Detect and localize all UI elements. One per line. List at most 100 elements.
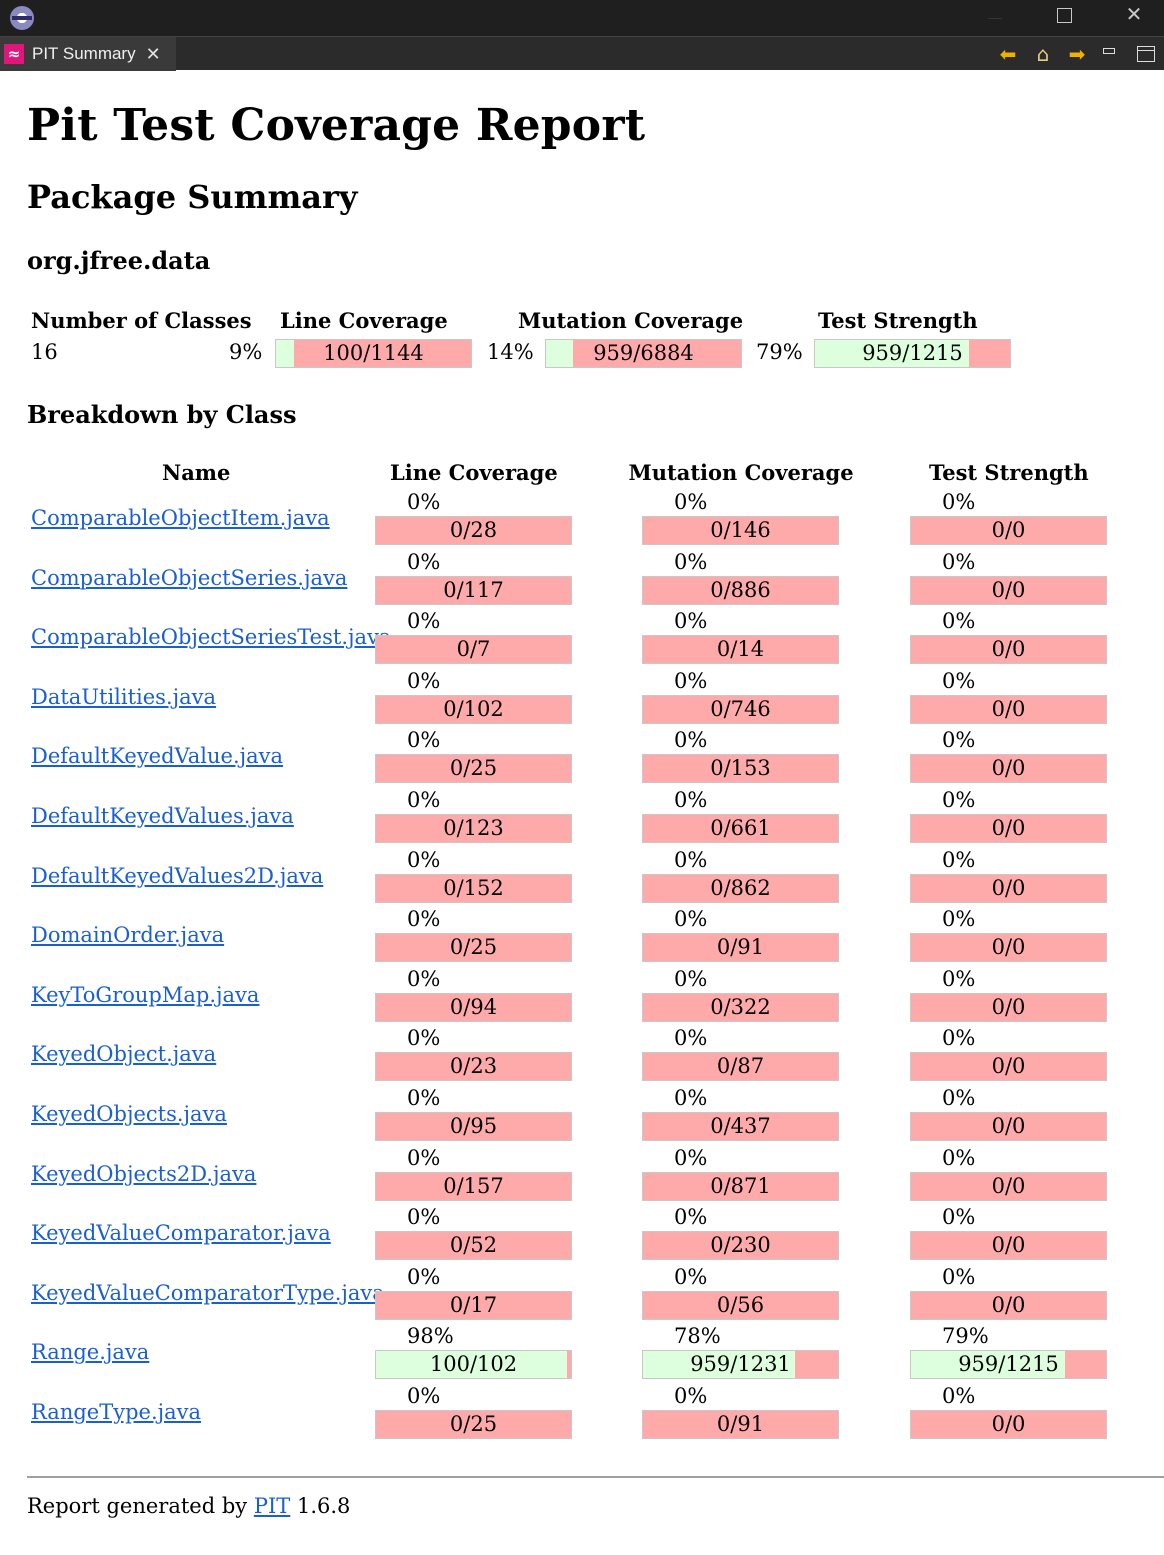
line-coverage-value: 0/28	[449, 518, 498, 542]
strength-coverage-value: 0/0	[991, 577, 1026, 602]
line-coverage-bar: 0/94	[375, 992, 572, 1022]
class-link[interactable]: RangeType.java	[31, 1400, 202, 1424]
line-coverage-value: 0/117	[443, 577, 504, 602]
line-coverage-value: 0/25	[449, 1412, 498, 1436]
strength-coverage-value: 0/0	[991, 1173, 1026, 1198]
line-coverage-bar: 0/7	[375, 635, 572, 665]
package-summary-heading: Package Summary	[27, 178, 358, 216]
line-coverage-bar: 0/25	[375, 1410, 572, 1439]
mutation-coverage-value: 0/14	[716, 637, 765, 662]
tab-close-icon[interactable]: ✕	[145, 43, 161, 65]
class-link[interactable]: KeyedObject.java	[31, 1042, 217, 1067]
line-coverage-pct: 0%	[407, 1205, 441, 1230]
class-link[interactable]: ComparableObjectSeriesTest.java	[31, 625, 392, 650]
breakdown-header-strength: Test Strength	[929, 460, 1089, 485]
class-link[interactable]: Range.java	[31, 1340, 150, 1365]
strength-coverage-value: 0/0	[991, 696, 1026, 721]
mutation-coverage-value: 0/230	[710, 1233, 771, 1258]
mutation-coverage-value: 0/871	[710, 1173, 771, 1198]
strength-coverage-bar: 959/1215	[910, 1350, 1107, 1380]
line-coverage-pct: 0%	[407, 668, 441, 693]
line-coverage-pct: 0%	[407, 907, 441, 932]
back-arrow-icon[interactable]: ⬅	[999, 42, 1017, 66]
line-coverage-value: 100/102	[429, 1352, 518, 1377]
mutation-coverage-pct: 0%	[674, 1384, 708, 1408]
class-link[interactable]: ComparableObjectSeries.java	[31, 565, 348, 590]
strength-coverage-pct: 0%	[942, 1086, 976, 1110]
class-link[interactable]: KeyedObjects.java	[31, 1102, 227, 1126]
mutation-coverage-value: 0/91	[716, 935, 765, 960]
mutation-coverage-pct: 0%	[674, 788, 708, 812]
strength-coverage-bar: 0/0	[910, 933, 1107, 963]
mutation-coverage-pct: 0%	[674, 1145, 708, 1170]
line-coverage-pct: 0%	[407, 966, 441, 991]
window-close-button[interactable]: ✕	[1125, 2, 1143, 26]
view-maximize-button[interactable]	[1137, 46, 1155, 62]
mutation-coverage-pct: 0%	[674, 907, 708, 932]
line-coverage-pct: 0%	[407, 847, 441, 872]
line-coverage-pct: 0%	[407, 788, 441, 812]
class-link[interactable]: DefaultKeyedValue.java	[31, 744, 284, 769]
summary-header-line: Line Coverage	[280, 308, 448, 333]
line-coverage-value: 0/152	[443, 875, 504, 900]
class-link[interactable]: DomainOrder.java	[31, 923, 225, 948]
mutation-coverage-pct: 78%	[674, 1324, 721, 1349]
class-link[interactable]: DefaultKeyedValues2D.java	[31, 863, 324, 888]
tab-pit-summary[interactable]: ≈ PIT Summary ✕	[0, 37, 176, 71]
mutation-coverage-value: 0/146	[710, 518, 771, 542]
line-coverage-pct: 0%	[407, 490, 441, 514]
class-link[interactable]: KeyedValueComparator.java	[31, 1221, 331, 1246]
line-coverage-pct: 0%	[407, 1145, 441, 1170]
mutation-coverage-value: 959/1231	[690, 1352, 791, 1377]
window-minimize-button[interactable]	[985, 10, 1005, 26]
strength-coverage-pct: 0%	[942, 1384, 976, 1408]
line-coverage-value: 0/23	[449, 1054, 498, 1079]
mutation-coverage-bar: 0/437	[642, 1112, 839, 1141]
class-link[interactable]: ComparableObjectItem.java	[31, 506, 330, 530]
mutation-coverage-value: 0/56	[716, 1292, 765, 1317]
strength-coverage-bar: 0/0	[910, 1112, 1107, 1141]
coverage-fill	[276, 340, 294, 367]
window-maximize-button[interactable]	[1054, 5, 1074, 25]
class-link[interactable]: DataUtilities.java	[31, 684, 217, 709]
footer: Report generated by PIT 1.6.8	[27, 1494, 350, 1518]
pit-link[interactable]: PIT	[253, 1494, 291, 1518]
mutation-coverage-pct: 0%	[674, 668, 708, 693]
class-link[interactable]: KeyedObjects2D.java	[31, 1161, 257, 1186]
strength-coverage-value: 0/0	[991, 816, 1026, 840]
breakdown-heading: Breakdown by Class	[27, 400, 297, 429]
coverage-fill	[911, 1351, 1066, 1379]
mutation-coverage-value: 0/437	[710, 1114, 771, 1138]
mutation-coverage-pct: 0%	[674, 1264, 708, 1289]
mutation-coverage-bar: 0/862	[642, 873, 839, 903]
mutation-coverage-bar: 0/230	[642, 1231, 839, 1261]
line-coverage-bar: 0/28	[375, 516, 572, 545]
summary-line-bar: 100/1144	[275, 339, 472, 368]
summary-mutation-value: 959/6884	[593, 341, 694, 365]
report-title: Pit Test Coverage Report	[27, 100, 646, 151]
strength-coverage-pct: 0%	[942, 1026, 976, 1051]
strength-coverage-bar: 0/0	[910, 1290, 1107, 1320]
class-link[interactable]: KeyedValueComparatorType.java	[31, 1280, 385, 1305]
line-coverage-value: 0/52	[449, 1233, 498, 1258]
mutation-coverage-bar: 0/91	[642, 1410, 839, 1439]
coverage-fill	[376, 1351, 568, 1379]
class-link[interactable]: DefaultKeyedValues.java	[31, 804, 294, 828]
class-link[interactable]: KeyToGroupMap.java	[31, 982, 260, 1007]
view-minimize-button[interactable]	[1100, 45, 1118, 57]
strength-coverage-value: 0/0	[991, 756, 1026, 781]
strength-coverage-value: 0/0	[991, 994, 1026, 1019]
strength-coverage-value: 0/0	[991, 1233, 1026, 1258]
strength-coverage-bar: 0/0	[910, 1052, 1107, 1082]
home-icon[interactable]: ⌂	[1036, 42, 1050, 66]
line-coverage-pct: 0%	[407, 1384, 441, 1408]
line-coverage-pct: 0%	[407, 1086, 441, 1110]
footer-version: 1.6.8	[296, 1494, 351, 1518]
strength-coverage-pct: 0%	[942, 728, 976, 753]
strength-coverage-pct: 0%	[942, 1264, 976, 1289]
coverage-fill	[815, 340, 970, 367]
strength-coverage-bar: 0/0	[910, 873, 1107, 903]
mutation-coverage-pct: 0%	[674, 728, 708, 753]
summary-header-strength: Test Strength	[818, 308, 978, 333]
forward-arrow-icon[interactable]: ➡	[1068, 42, 1086, 66]
